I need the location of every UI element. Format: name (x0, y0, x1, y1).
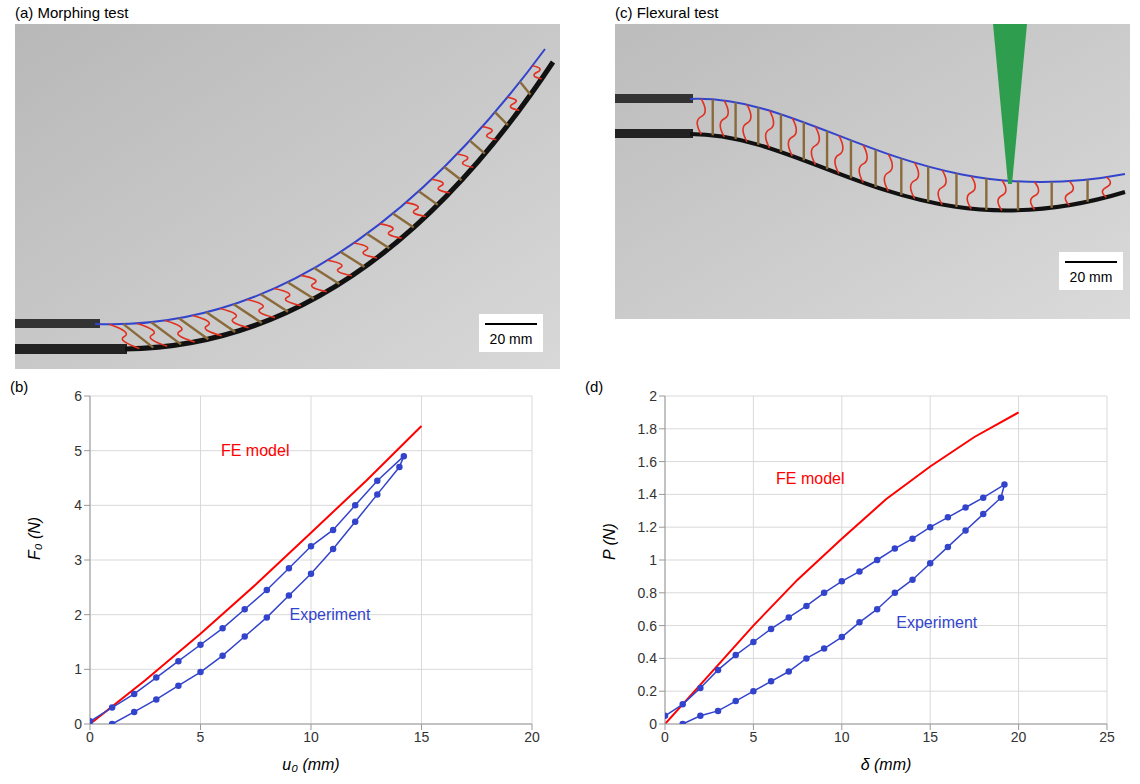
svg-text:0: 0 (86, 729, 94, 745)
svg-text:FE model: FE model (221, 442, 289, 459)
svg-text:Experiment: Experiment (289, 606, 370, 623)
svg-text:1: 1 (74, 661, 82, 677)
svg-text:u₀ (mm): u₀ (mm) (282, 756, 339, 773)
svg-text:Experiment: Experiment (896, 614, 977, 631)
svg-text:5: 5 (197, 729, 205, 745)
svg-text:1: 1 (649, 552, 657, 568)
svg-text:15: 15 (922, 729, 938, 745)
svg-text:0.2: 0.2 (638, 683, 658, 699)
svg-text:20: 20 (1011, 729, 1027, 745)
svg-text:5: 5 (74, 443, 82, 459)
html-text:(b): (b) (10, 378, 29, 395)
svg-text:0.4: 0.4 (638, 650, 658, 666)
html-text:(a) Morphing test: (a) Morphing test (15, 4, 129, 21)
svg-text:δ (mm): δ (mm) (861, 756, 912, 773)
svg-text:20 mm: 20 mm (1070, 269, 1113, 285)
svg-text:10: 10 (834, 729, 850, 745)
svg-text:1.4: 1.4 (638, 486, 658, 502)
html-text:(d): (d) (585, 378, 604, 395)
svg-text:FE model: FE model (776, 470, 844, 487)
svg-text:5: 5 (750, 729, 758, 745)
svg-text:0.8: 0.8 (638, 585, 658, 601)
svg-text:20 mm: 20 mm (490, 331, 533, 347)
svg-text:0: 0 (661, 729, 669, 745)
html-text:(c) Flexural test: (c) Flexural test (615, 4, 719, 21)
svg-text:2: 2 (74, 607, 82, 623)
svg-text:3: 3 (74, 552, 82, 568)
svg-text:2: 2 (649, 388, 657, 404)
svg-text:10: 10 (303, 729, 319, 745)
svg-text:1.6: 1.6 (638, 454, 658, 470)
svg-text:6: 6 (74, 388, 82, 404)
svg-text:F₀ (N): F₀ (N) (26, 517, 43, 560)
svg-text:1.2: 1.2 (638, 519, 658, 535)
svg-text:15: 15 (414, 729, 430, 745)
svg-text:4: 4 (74, 497, 82, 513)
svg-text:0: 0 (649, 716, 657, 732)
svg-text:0.6: 0.6 (638, 618, 658, 634)
svg-text:20: 20 (524, 729, 540, 745)
svg-text:0: 0 (74, 716, 82, 732)
svg-text:25: 25 (1099, 729, 1115, 745)
svg-text:P (N): P (N) (601, 523, 618, 560)
svg-text:1.8: 1.8 (638, 421, 658, 437)
